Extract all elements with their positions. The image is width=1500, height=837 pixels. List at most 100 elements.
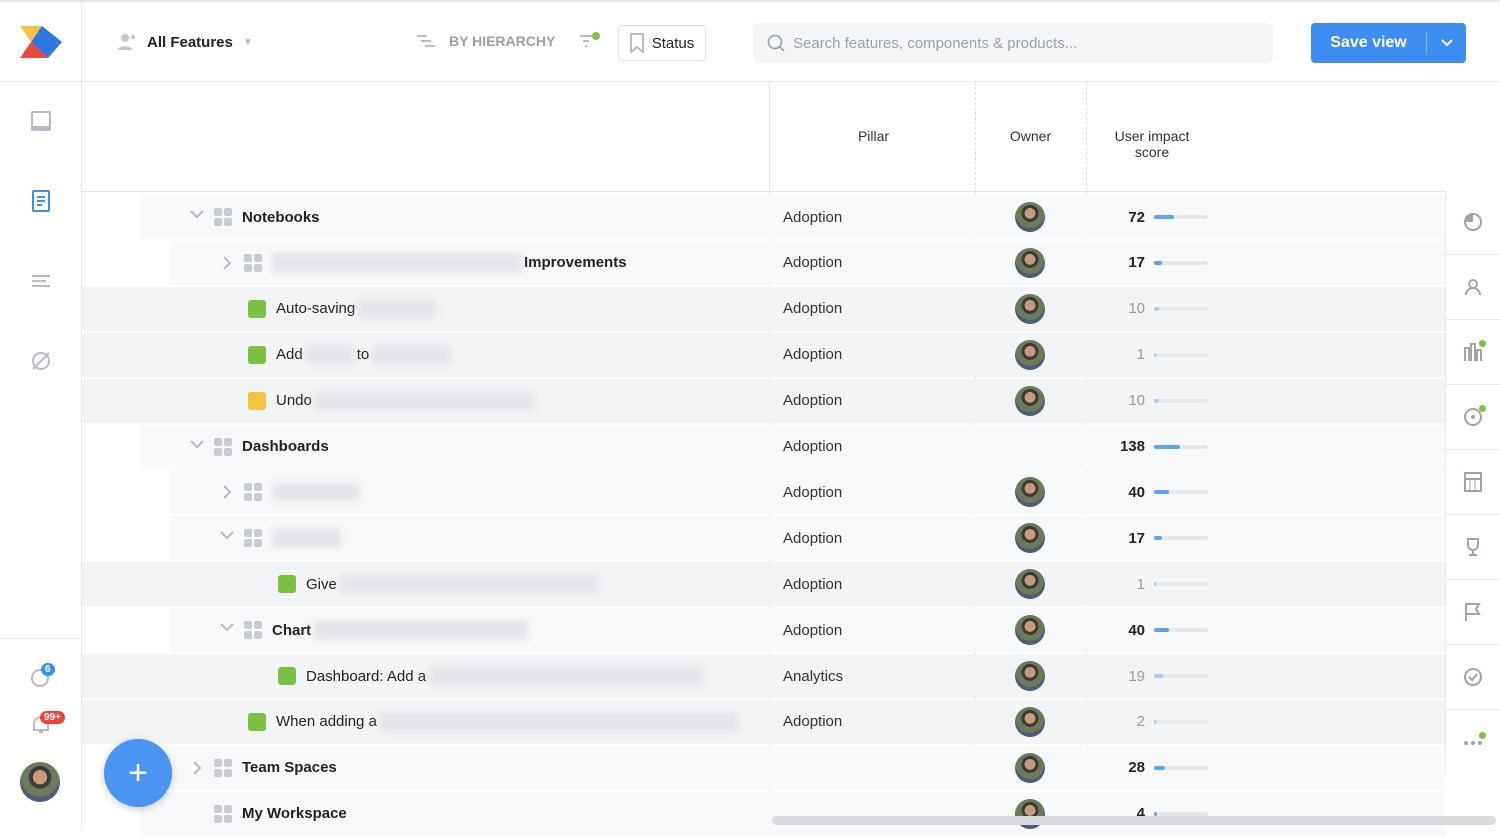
column-owner[interactable]: Owner <box>1009 128 1052 144</box>
row-name-part: to <box>356 346 370 364</box>
horizontal-scrollbar[interactable] <box>772 816 1496 825</box>
chevron-right-icon[interactable] <box>220 485 234 500</box>
app-logo[interactable] <box>20 26 62 58</box>
grouping-selector[interactable]: BY HIERARCHY <box>417 33 555 49</box>
chevron-down-icon[interactable] <box>190 439 204 454</box>
pillar-cell[interactable]: Adoption <box>783 575 843 593</box>
roadmap-icon[interactable] <box>28 108 54 134</box>
view-selector[interactable]: All Features ▼ <box>117 32 253 52</box>
compass-icon[interactable] <box>28 348 54 374</box>
pillar-cell[interactable]: Adoption <box>783 208 843 226</box>
owner-avatar[interactable] <box>1015 523 1045 554</box>
row-title[interactable]: Chart <box>220 607 529 653</box>
row-title[interactable]: My Workspace <box>190 791 347 837</box>
status-square-icon[interactable] <box>248 299 266 318</box>
add-button[interactable]: + <box>104 739 172 807</box>
owner-avatar[interactable] <box>1015 569 1045 600</box>
flag-icon[interactable] <box>1446 580 1500 645</box>
row-title[interactable]: Improvements <box>220 240 627 286</box>
save-view-button[interactable]: Save view <box>1311 23 1466 63</box>
owner-avatar[interactable] <box>1015 661 1045 691</box>
status-square-icon[interactable] <box>278 667 296 685</box>
chevron-down-icon[interactable] <box>220 623 234 637</box>
score-value: 17 <box>1128 254 1145 272</box>
pillar-cell[interactable]: Adoption <box>783 300 843 318</box>
pillar-cell[interactable]: Adoption <box>783 483 843 501</box>
check-circle-icon[interactable] <box>1446 645 1500 710</box>
table-row[interactable]: Add to Adoption 1 <box>82 332 1445 378</box>
owner-avatar[interactable] <box>1015 706 1045 737</box>
chevron-down-icon[interactable] <box>220 531 234 545</box>
table-row[interactable]: Chart Adoption 40 <box>82 607 1445 653</box>
insights-icon[interactable] <box>28 664 54 690</box>
list-icon[interactable] <box>28 268 54 294</box>
table-row[interactable]: Improvements Adoption 17 <box>82 240 1445 286</box>
table-row[interactable]: Undo Adoption 10 <box>82 378 1445 424</box>
table-row[interactable]: Notebooks Adoption 72 <box>82 194 1445 240</box>
more-icon[interactable] <box>1446 710 1500 775</box>
table-row[interactable]: Team Spaces 28 <box>82 745 1445 791</box>
status-button[interactable]: Status <box>618 25 706 61</box>
pillar-cell[interactable]: Adoption <box>783 713 843 731</box>
buildings-icon[interactable] <box>1446 320 1500 385</box>
row-title[interactable] <box>220 469 360 515</box>
status-square-icon[interactable] <box>248 712 266 731</box>
chevron-right-icon[interactable] <box>220 256 234 270</box>
status-square-icon[interactable] <box>248 391 266 410</box>
trophy-icon[interactable] <box>1446 515 1500 580</box>
filter-icon <box>580 32 600 47</box>
calculator-icon[interactable] <box>1446 450 1500 515</box>
status-square-icon[interactable] <box>248 345 266 364</box>
owner-avatar[interactable] <box>1015 477 1045 508</box>
search-input[interactable] <box>793 34 1253 52</box>
row-background <box>82 654 1445 698</box>
pillar-cell[interactable]: Adoption <box>783 529 843 547</box>
chevron-right-icon[interactable] <box>190 761 204 775</box>
owner-avatar[interactable] <box>1015 615 1045 646</box>
row-title[interactable]: Give <box>278 561 599 607</box>
target-icon[interactable] <box>1446 385 1500 450</box>
table-row[interactable]: Adoption 17 <box>82 515 1445 561</box>
status-square-icon[interactable] <box>278 575 296 594</box>
row-title[interactable]: Add to <box>248 332 452 378</box>
user-icon[interactable] <box>1446 255 1500 320</box>
pillar-cell[interactable]: Adoption <box>783 438 843 455</box>
pillar-cell[interactable]: Analytics <box>783 667 844 685</box>
filter-button[interactable] <box>580 32 602 52</box>
features-icon[interactable] <box>28 188 54 214</box>
table-row[interactable]: When adding a Adoption 2 <box>82 699 1445 745</box>
table-row[interactable]: My Workspace 4 <box>82 791 1445 837</box>
chevron-down-icon[interactable] <box>190 210 204 224</box>
pillar-cell[interactable]: Adoption <box>783 392 843 410</box>
row-title[interactable]: Team Spaces <box>190 745 337 791</box>
pillar-cell[interactable]: Adoption <box>783 254 843 272</box>
owner-avatar[interactable] <box>1015 752 1045 783</box>
row-title[interactable]: When adding a <box>248 699 739 745</box>
owner-avatar[interactable] <box>1015 385 1045 416</box>
pillar-cell[interactable]: Adoption <box>783 621 843 639</box>
table-row[interactable]: Dashboards Adoption 138 <box>82 424 1445 470</box>
table-row[interactable]: Adoption 40 <box>82 469 1445 515</box>
user-avatar[interactable] <box>20 762 60 802</box>
chevron-right-icon[interactable] <box>190 807 204 821</box>
row-title[interactable]: Dashboards <box>190 424 329 470</box>
row-title[interactable]: Auto-saving <box>248 286 438 332</box>
table-row[interactable]: Auto-saving Adoption 10 <box>82 286 1445 332</box>
row-name: Chart <box>272 621 312 639</box>
row-title[interactable] <box>220 515 342 561</box>
row-title[interactable]: Notebooks <box>190 194 320 240</box>
column-pillar[interactable]: Pillar <box>857 128 890 144</box>
search-box[interactable] <box>753 23 1273 63</box>
row-title[interactable]: Undo <box>248 378 534 424</box>
row-title[interactable]: Dashboard: Add a <box>278 653 704 699</box>
owner-avatar[interactable] <box>1015 339 1045 370</box>
pillar-cell[interactable]: Adoption <box>783 346 843 364</box>
table-row[interactable]: Dashboard: Add a Analytics 19 <box>82 653 1445 699</box>
owner-avatar[interactable] <box>1015 247 1045 278</box>
column-user-impact-score[interactable]: User impact score <box>1114 128 1190 160</box>
pie-chart-icon[interactable] <box>1446 190 1500 255</box>
chevron-down-icon[interactable] <box>1426 32 1466 54</box>
owner-avatar[interactable] <box>1015 293 1045 324</box>
table-row[interactable]: Give Adoption 1 <box>82 561 1445 607</box>
owner-avatar[interactable] <box>1015 202 1045 232</box>
